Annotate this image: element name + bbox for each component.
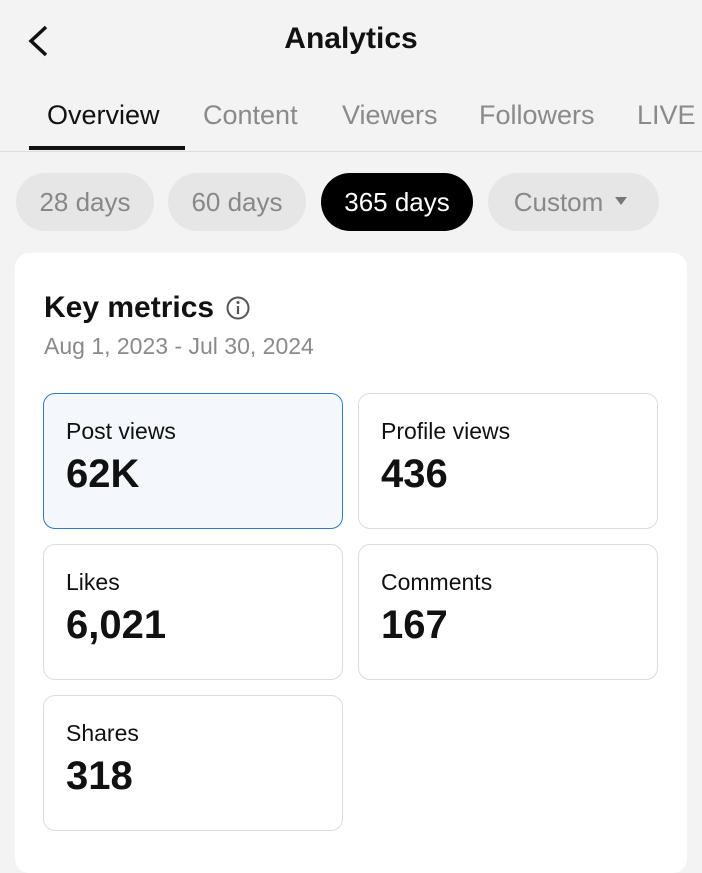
tab[interactable]: Content <box>203 100 298 130</box>
tab[interactable]: Followers <box>479 100 595 130</box>
date-range: Aug 1, 2023 - Jul 30, 2024 <box>44 333 314 359</box>
info-icon[interactable] <box>225 295 251 321</box>
key-metrics-card: Key metrics Aug 1, 2023 - Jul 30, 2024 P… <box>15 253 687 873</box>
range-label: Custom <box>513 186 604 217</box>
card-title: Key metrics <box>44 291 215 324</box>
range-label: 28 days <box>39 186 131 217</box>
metric-value: 6,021 <box>66 603 167 647</box>
range-pill[interactable]: 365 days <box>321 173 473 231</box>
page-title: Analytics <box>284 22 418 55</box>
metric-value: 62K <box>66 452 140 496</box>
range-pill[interactable]: 60 days <box>168 173 306 231</box>
dropdown-arrow <box>615 197 628 205</box>
range-pill[interactable]: 28 days <box>16 173 154 231</box>
metric-value: 436 <box>381 452 448 496</box>
tab[interactable]: Overview <box>47 100 160 130</box>
range-label: 60 days <box>191 186 283 217</box>
fade <box>640 80 702 150</box>
metric-label: Shares <box>66 720 139 746</box>
metric-tile[interactable]: Profile views 436 <box>358 393 658 529</box>
metric-label: Profile views <box>381 418 511 444</box>
back-button[interactable] <box>26 24 54 58</box>
metric-label: Comments <box>381 569 493 595</box>
tab[interactable]: LIVE <box>637 100 696 130</box>
metric-value: 167 <box>381 603 448 647</box>
tab[interactable]: Viewers <box>342 100 438 130</box>
range-label: 365 days <box>344 186 450 217</box>
metric-label: Likes <box>66 569 120 595</box>
tab-indicator <box>29 146 185 150</box>
metric-tile[interactable]: Comments 167 <box>358 544 658 680</box>
divider <box>0 151 702 152</box>
range-pill[interactable]: Custom <box>488 173 659 231</box>
metric-tile[interactable]: Likes 6,021 <box>43 544 343 680</box>
metric-tile[interactable]: Shares 318 <box>43 695 343 831</box>
metric-value: 318 <box>66 754 133 798</box>
metric-tile[interactable]: Post views 62K <box>43 393 343 529</box>
metric-label: Post views <box>66 418 176 444</box>
